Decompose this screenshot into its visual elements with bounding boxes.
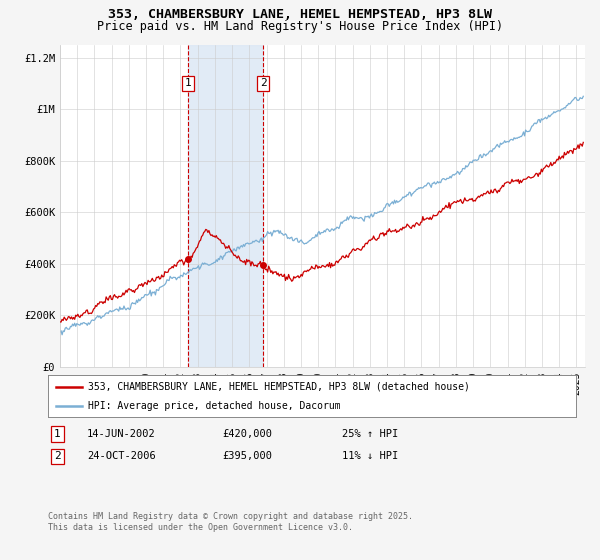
Text: 353, CHAMBERSBURY LANE, HEMEL HEMPSTEAD, HP3 8LW: 353, CHAMBERSBURY LANE, HEMEL HEMPSTEAD,… xyxy=(108,8,492,21)
Text: 14-JUN-2002: 14-JUN-2002 xyxy=(87,429,156,439)
Bar xyxy=(188,45,263,367)
Text: 1: 1 xyxy=(185,78,191,88)
Text: 2: 2 xyxy=(54,451,61,461)
Text: Price paid vs. HM Land Registry's House Price Index (HPI): Price paid vs. HM Land Registry's House … xyxy=(97,20,503,33)
Text: 353, CHAMBERSBURY LANE, HEMEL HEMPSTEAD, HP3 8LW (detached house): 353, CHAMBERSBURY LANE, HEMEL HEMPSTEAD,… xyxy=(88,381,469,391)
Text: HPI: Average price, detached house, Dacorum: HPI: Average price, detached house, Daco… xyxy=(88,401,340,411)
Text: 24-OCT-2006: 24-OCT-2006 xyxy=(87,451,156,461)
Text: 11% ↓ HPI: 11% ↓ HPI xyxy=(342,451,398,461)
Text: Contains HM Land Registry data © Crown copyright and database right 2025.
This d: Contains HM Land Registry data © Crown c… xyxy=(48,512,413,532)
Text: £420,000: £420,000 xyxy=(222,429,272,439)
Text: 2: 2 xyxy=(260,78,266,88)
Text: 25% ↑ HPI: 25% ↑ HPI xyxy=(342,429,398,439)
Text: £395,000: £395,000 xyxy=(222,451,272,461)
Text: 1: 1 xyxy=(54,429,61,439)
